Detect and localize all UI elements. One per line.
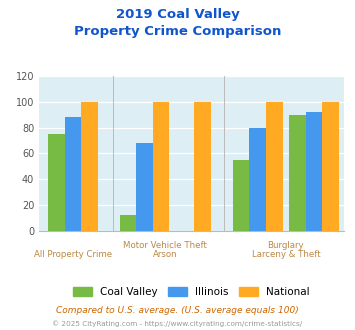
Bar [233, 160, 249, 231]
Text: Burglary: Burglary [268, 241, 304, 250]
Bar [136, 143, 153, 231]
Bar [48, 134, 65, 231]
Bar [249, 128, 266, 231]
Text: Arson: Arson [153, 250, 178, 259]
Bar [81, 102, 98, 231]
Bar [65, 117, 81, 231]
Legend: Coal Valley, Illinois, National: Coal Valley, Illinois, National [69, 283, 314, 301]
Bar [153, 102, 169, 231]
Bar [194, 102, 211, 231]
Text: Compared to U.S. average. (U.S. average equals 100): Compared to U.S. average. (U.S. average … [56, 306, 299, 315]
Bar [306, 112, 322, 231]
Bar [266, 102, 283, 231]
Text: Larceny & Theft: Larceny & Theft [252, 250, 320, 259]
Bar [322, 102, 339, 231]
Text: 2019 Coal Valley
Property Crime Comparison: 2019 Coal Valley Property Crime Comparis… [74, 8, 281, 38]
Bar [120, 215, 136, 231]
Text: Motor Vehicle Theft: Motor Vehicle Theft [124, 241, 207, 250]
Bar [289, 115, 306, 231]
Text: © 2025 CityRating.com - https://www.cityrating.com/crime-statistics/: © 2025 CityRating.com - https://www.city… [53, 321, 302, 327]
Text: All Property Crime: All Property Crime [34, 250, 112, 259]
